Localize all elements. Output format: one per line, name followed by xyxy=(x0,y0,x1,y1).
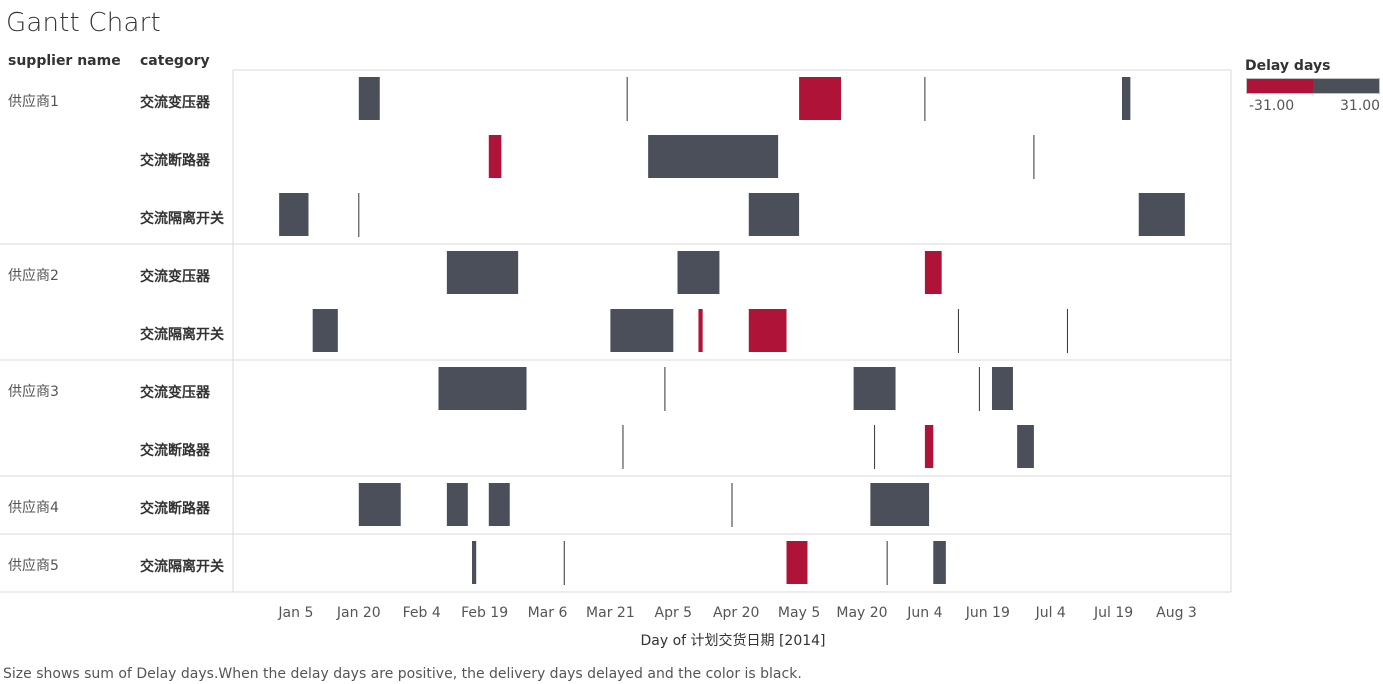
task-bar-delayed[interactable] xyxy=(472,541,477,584)
task-bar-delayed[interactable] xyxy=(279,193,309,236)
x-tick-label: Apr 5 xyxy=(655,605,693,621)
task-bar-early[interactable] xyxy=(698,309,703,352)
x-tick-label: May 5 xyxy=(778,605,820,621)
x-tick-label: Feb 19 xyxy=(461,605,508,621)
x-tick-label: Jun 19 xyxy=(965,605,1010,621)
task-bar-delayed[interactable] xyxy=(1017,425,1034,468)
x-tick-label: Mar 21 xyxy=(586,605,635,621)
task-bar-delayed[interactable] xyxy=(358,77,380,120)
category-label[interactable]: 交流变压器 xyxy=(140,268,211,285)
legend-min-label: -31.00 xyxy=(1249,98,1295,114)
supplier-label[interactable]: 供应商4 xyxy=(8,499,59,516)
chart-title: Gantt Chart xyxy=(6,8,161,38)
legend-negative-swatch xyxy=(1247,79,1313,93)
supplier-label[interactable]: 供应商1 xyxy=(8,93,59,110)
supplier-label[interactable]: 供应商5 xyxy=(8,557,59,574)
task-bar-delayed[interactable] xyxy=(446,483,468,526)
task-bar-early[interactable] xyxy=(924,425,934,468)
task-bar-early[interactable] xyxy=(799,77,842,120)
category-label[interactable]: 交流断路器 xyxy=(140,442,211,459)
task-bar-delayed[interactable] xyxy=(358,483,401,526)
task-bar-delayed[interactable] xyxy=(1121,77,1131,120)
task-bar-early[interactable] xyxy=(924,251,942,294)
legend-frame xyxy=(1246,78,1380,94)
task-bar-delayed[interactable] xyxy=(648,135,779,178)
legend-title: Delay days xyxy=(1245,58,1331,74)
category-label[interactable]: 交流隔离开关 xyxy=(140,210,224,227)
caption: Size shows sum of Delay days.When the de… xyxy=(3,666,802,682)
category-label[interactable]: 交流断路器 xyxy=(140,152,211,169)
task-bar-delayed[interactable] xyxy=(853,367,896,410)
supplier-label[interactable]: 供应商2 xyxy=(8,267,59,284)
category-label[interactable]: 交流断路器 xyxy=(140,500,211,517)
x-tick-label: Apr 20 xyxy=(713,605,759,621)
task-bar-delayed[interactable] xyxy=(933,541,946,584)
x-tick-label: Aug 3 xyxy=(1156,605,1197,621)
category-label[interactable]: 交流变压器 xyxy=(140,384,211,401)
task-bar-delayed[interactable] xyxy=(488,483,510,526)
task-bar-delayed[interactable] xyxy=(677,251,720,294)
x-tick-label: Jan 20 xyxy=(336,605,381,621)
x-tick-label: Mar 6 xyxy=(528,605,568,621)
color-legend-bar[interactable] xyxy=(1246,78,1380,94)
legend-positive-swatch xyxy=(1313,79,1379,93)
category-header[interactable]: category xyxy=(140,53,210,69)
task-bar-early[interactable] xyxy=(488,135,502,178)
category-label[interactable]: 交流隔离开关 xyxy=(140,558,224,575)
x-tick-label: Jan 5 xyxy=(277,605,313,621)
x-tick-label: Jul 4 xyxy=(1035,605,1066,621)
category-label[interactable]: 交流变压器 xyxy=(140,94,211,111)
supplier-label[interactable]: 供应商3 xyxy=(8,383,59,400)
task-bar-delayed[interactable] xyxy=(438,367,527,410)
legend-max-label: 31.00 xyxy=(1340,98,1381,114)
task-bar-delayed[interactable] xyxy=(991,367,1013,410)
task-bar-delayed[interactable] xyxy=(870,483,930,526)
x-tick-label: Jul 19 xyxy=(1093,605,1133,621)
task-bar-delayed[interactable] xyxy=(446,251,519,294)
x-tick-label: Jun 4 xyxy=(906,605,942,621)
x-tick-label: Feb 4 xyxy=(403,605,441,621)
task-bar-delayed[interactable] xyxy=(312,309,338,352)
task-bar-delayed[interactable] xyxy=(610,309,674,352)
x-axis-title: Day of 计划交货日期 [2014] xyxy=(640,633,826,649)
task-bar-early[interactable] xyxy=(786,541,808,584)
category-label[interactable]: 交流隔离开关 xyxy=(140,326,224,343)
supplier-name-header[interactable]: supplier name xyxy=(8,53,121,69)
x-tick-label: May 20 xyxy=(836,605,887,621)
task-bar-delayed[interactable] xyxy=(748,193,800,236)
task-bar-early[interactable] xyxy=(748,309,787,352)
task-bar-delayed[interactable] xyxy=(1138,193,1185,236)
